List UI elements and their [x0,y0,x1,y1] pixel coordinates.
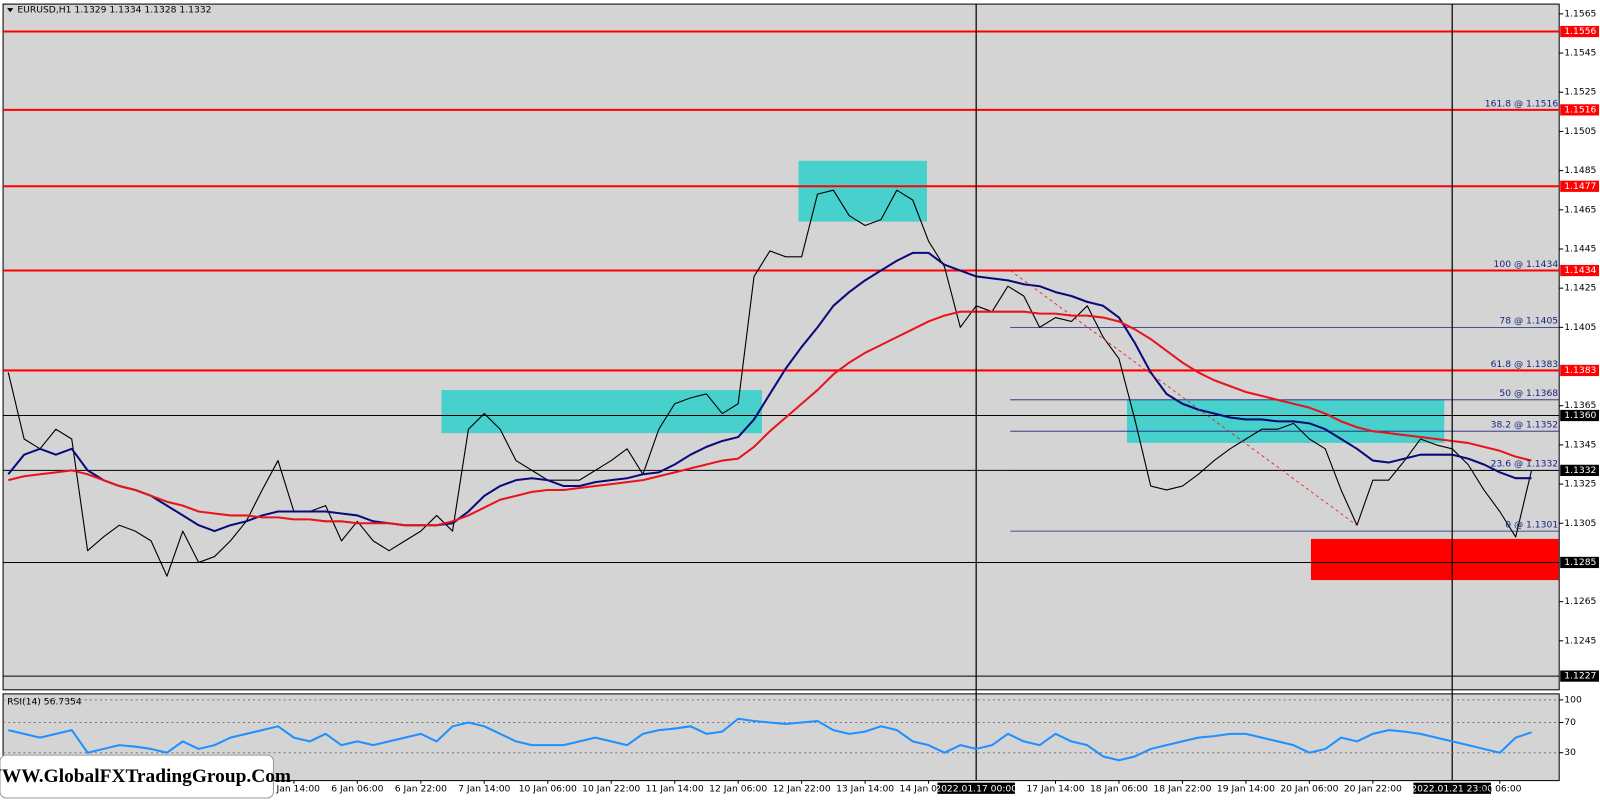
x-tick-label: 18 Jan 22:00 [1153,783,1211,794]
y-tick-label: 100 [1564,694,1582,705]
x-tick-label: 19 Jan 14:00 [1217,783,1275,794]
chart-title: EURUSD,H1 1.1329 1.1334 1.1328 1.1332 [17,5,211,16]
x-tick-label: 2022.01.17 00:00 [935,783,1017,794]
x-tick-label: 20 Jan 06:00 [1280,783,1338,794]
plot-area [3,30,1560,677]
fib-label: 100 @ 1.1434 [1494,259,1559,270]
x-tick-label: 5 Jan 14:00 [268,783,320,794]
plot-layer: 1.1565 1.1545 1.1525 1.1505 1.1485 1.1465 1.14… [3,4,1599,794]
x-tick-label: 10 Jan 22:00 [582,783,640,794]
crosshair-label-bg [1413,782,1491,794]
fib-label: 38.2 @ 1.1352 [1491,420,1559,431]
y-tick-label: 70 [1564,717,1576,728]
y-tick-label: 1.1445 [1564,243,1596,254]
y-tick-label: 1.1425 [1564,283,1596,294]
y-tick-label: 1.1405 [1564,322,1596,333]
level-label: 1.1332 [1564,465,1596,476]
level-label: 1.1516 [1564,104,1596,115]
y-tick-label: 1.1485 [1564,165,1596,176]
zone [798,160,927,222]
level-label: 1.1383 [1564,365,1596,376]
plot-area [3,699,1560,762]
level-label-bg [1560,104,1599,116]
x-tick-label: 7 Jan 14:00 [458,783,510,794]
level-label: 1.1285 [1564,557,1596,568]
x-tick-label: 2022.01.21 23:00 [1411,783,1493,794]
x-tick-label: 17 Jan 14:00 [1026,783,1084,794]
price-panel [2,3,1560,691]
y-tick-label: 1.1565 [1564,8,1596,19]
rsi-title: RSI(14) 56.7354 [7,697,82,708]
x-tick-label: 20 Jan 22:00 [1344,783,1402,794]
x-tick-label: 18 Jan 06:00 [1090,783,1148,794]
level-label-bg [1560,670,1599,682]
y-tick-label: 1.1305 [1564,518,1596,529]
level-label-bg [1560,180,1599,192]
level-label-bg [1560,25,1599,38]
zone [441,390,762,434]
level-label-bg [1560,264,1599,277]
x-tick-label: 14 Jan 06:00 [900,783,958,794]
fib-label: 61.8 @ 1.1383 [1491,359,1559,370]
watermark: WWW.GlobalFXTradingGroup.Com [0,766,291,787]
level-label: 1.1477 [1564,181,1596,192]
fib-label: 50 @ 1.1368 [1499,388,1558,399]
y-tick-label: 1.1325 [1564,479,1596,490]
indicator-line [8,310,1532,527]
y-tick-label: 1.1245 [1564,635,1596,646]
level-label: 1.1434 [1564,265,1596,276]
level-label: 1.1227 [1564,671,1596,682]
crosshair-label-bg [937,782,1015,794]
y-tick-label: 1.1345 [1564,439,1596,450]
level-label-bg [1560,556,1599,569]
y-tick-label: 1.1525 [1564,87,1596,98]
x-tick-label: 6 Jan 06:00 [331,783,383,794]
level-label-bg [1560,464,1599,476]
level-label: 1.1556 [1564,26,1596,37]
x-tick-label: 11 Jan 14:00 [646,783,704,794]
y-tick-label: 1.1365 [1564,400,1596,411]
fib-label: 23.6 @ 1.1332 [1491,459,1559,470]
fib-label: 78 @ 1.1405 [1499,316,1558,327]
fib-label: 161.8 @ 1.1516 [1485,98,1559,109]
x-tick-label: 10 Jan 06:00 [519,783,577,794]
menu-arrow [7,8,14,13]
fib-label: 0 @ 1.1301 [1505,519,1558,530]
price-line [7,189,1533,577]
zone [1310,538,1559,581]
y-tick-label: 1.1505 [1564,126,1596,137]
x-tick-label: 13 Jan 14:00 [836,783,894,794]
y-tick-label: 1.1465 [1564,204,1596,215]
level-label: 1.1360 [1564,410,1596,421]
y-tick-label: 1.1265 [1564,596,1596,607]
indicator-line [7,251,1532,533]
level-label-bg [1560,364,1599,377]
indicator-line [8,717,1532,762]
fib-trend-line [1009,270,1358,526]
level-label-bg [1560,409,1599,422]
x-tick-label: 12 Jan 06:00 [709,783,767,794]
x-tick-label: 6 Jan 22:00 [395,783,447,794]
x-tick-label: 12 Jan 22:00 [773,783,831,794]
x-tick-label: Jan 06:00 [1477,783,1522,794]
watermark-box [0,754,274,799]
y-tick-label: 1.1545 [1564,48,1596,59]
y-tick-label: 30 [1564,747,1576,758]
